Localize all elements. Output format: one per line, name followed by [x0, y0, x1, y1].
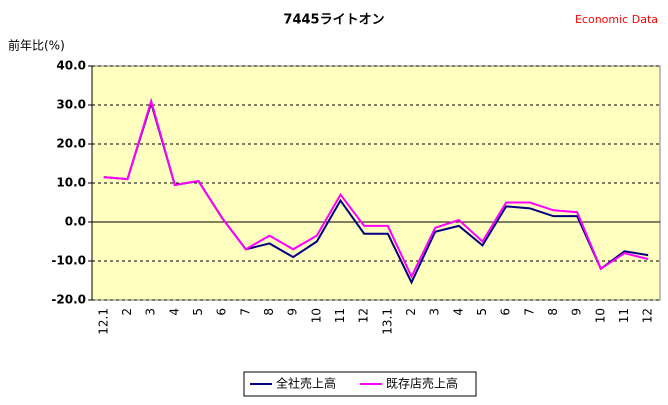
x-tick-label: 7: [522, 308, 536, 316]
x-tick-label: 4: [451, 308, 465, 316]
x-tick-label: 10: [309, 308, 323, 323]
x-tick-label: 3: [144, 308, 158, 316]
x-tick-label: 3: [428, 308, 442, 316]
y-tick-label: 0.0: [65, 215, 86, 229]
source-label: Economic Data: [575, 13, 658, 26]
x-tick-label: 7: [238, 308, 252, 316]
x-tick-label: 9: [286, 308, 300, 316]
x-tick-label: 2: [120, 308, 134, 316]
x-tick-label: 8: [262, 308, 276, 316]
x-tick-label: 11: [333, 308, 347, 323]
x-tick-label: 11: [617, 308, 631, 323]
x-tick-label: 13.1: [380, 308, 394, 335]
legend-label: 既存店売上高: [386, 376, 458, 391]
data-line: [103, 97, 649, 279]
y-tick-label: 10.0: [56, 176, 86, 190]
y-tick-label: 40.0: [56, 59, 86, 73]
x-tick-label: 6: [215, 308, 229, 316]
x-tick-label: 12: [641, 308, 655, 323]
x-tick-label: 6: [499, 308, 513, 316]
x-tick-label: 12.1: [96, 308, 110, 335]
chart-title: 7445ライトオン: [283, 13, 384, 28]
legend-label: 全社売上高: [276, 376, 336, 391]
y-tick-label: 20.0: [56, 137, 86, 151]
x-tick-label: 5: [191, 308, 205, 316]
x-tick-label: 4: [167, 308, 181, 316]
y-tick-label: -10.0: [51, 254, 86, 268]
y-tick-label: 30.0: [56, 98, 86, 112]
x-tick-label: 10: [593, 308, 607, 323]
x-tick-label: 9: [570, 308, 584, 316]
x-tick-label: 12: [357, 308, 371, 323]
x-tick-label: 2: [404, 308, 418, 316]
y-axis-label: 前年比(%): [8, 38, 65, 53]
x-tick-label: 5: [475, 308, 489, 316]
x-tick-label: 8: [546, 308, 560, 316]
y-tick-label: -20.0: [51, 293, 86, 307]
